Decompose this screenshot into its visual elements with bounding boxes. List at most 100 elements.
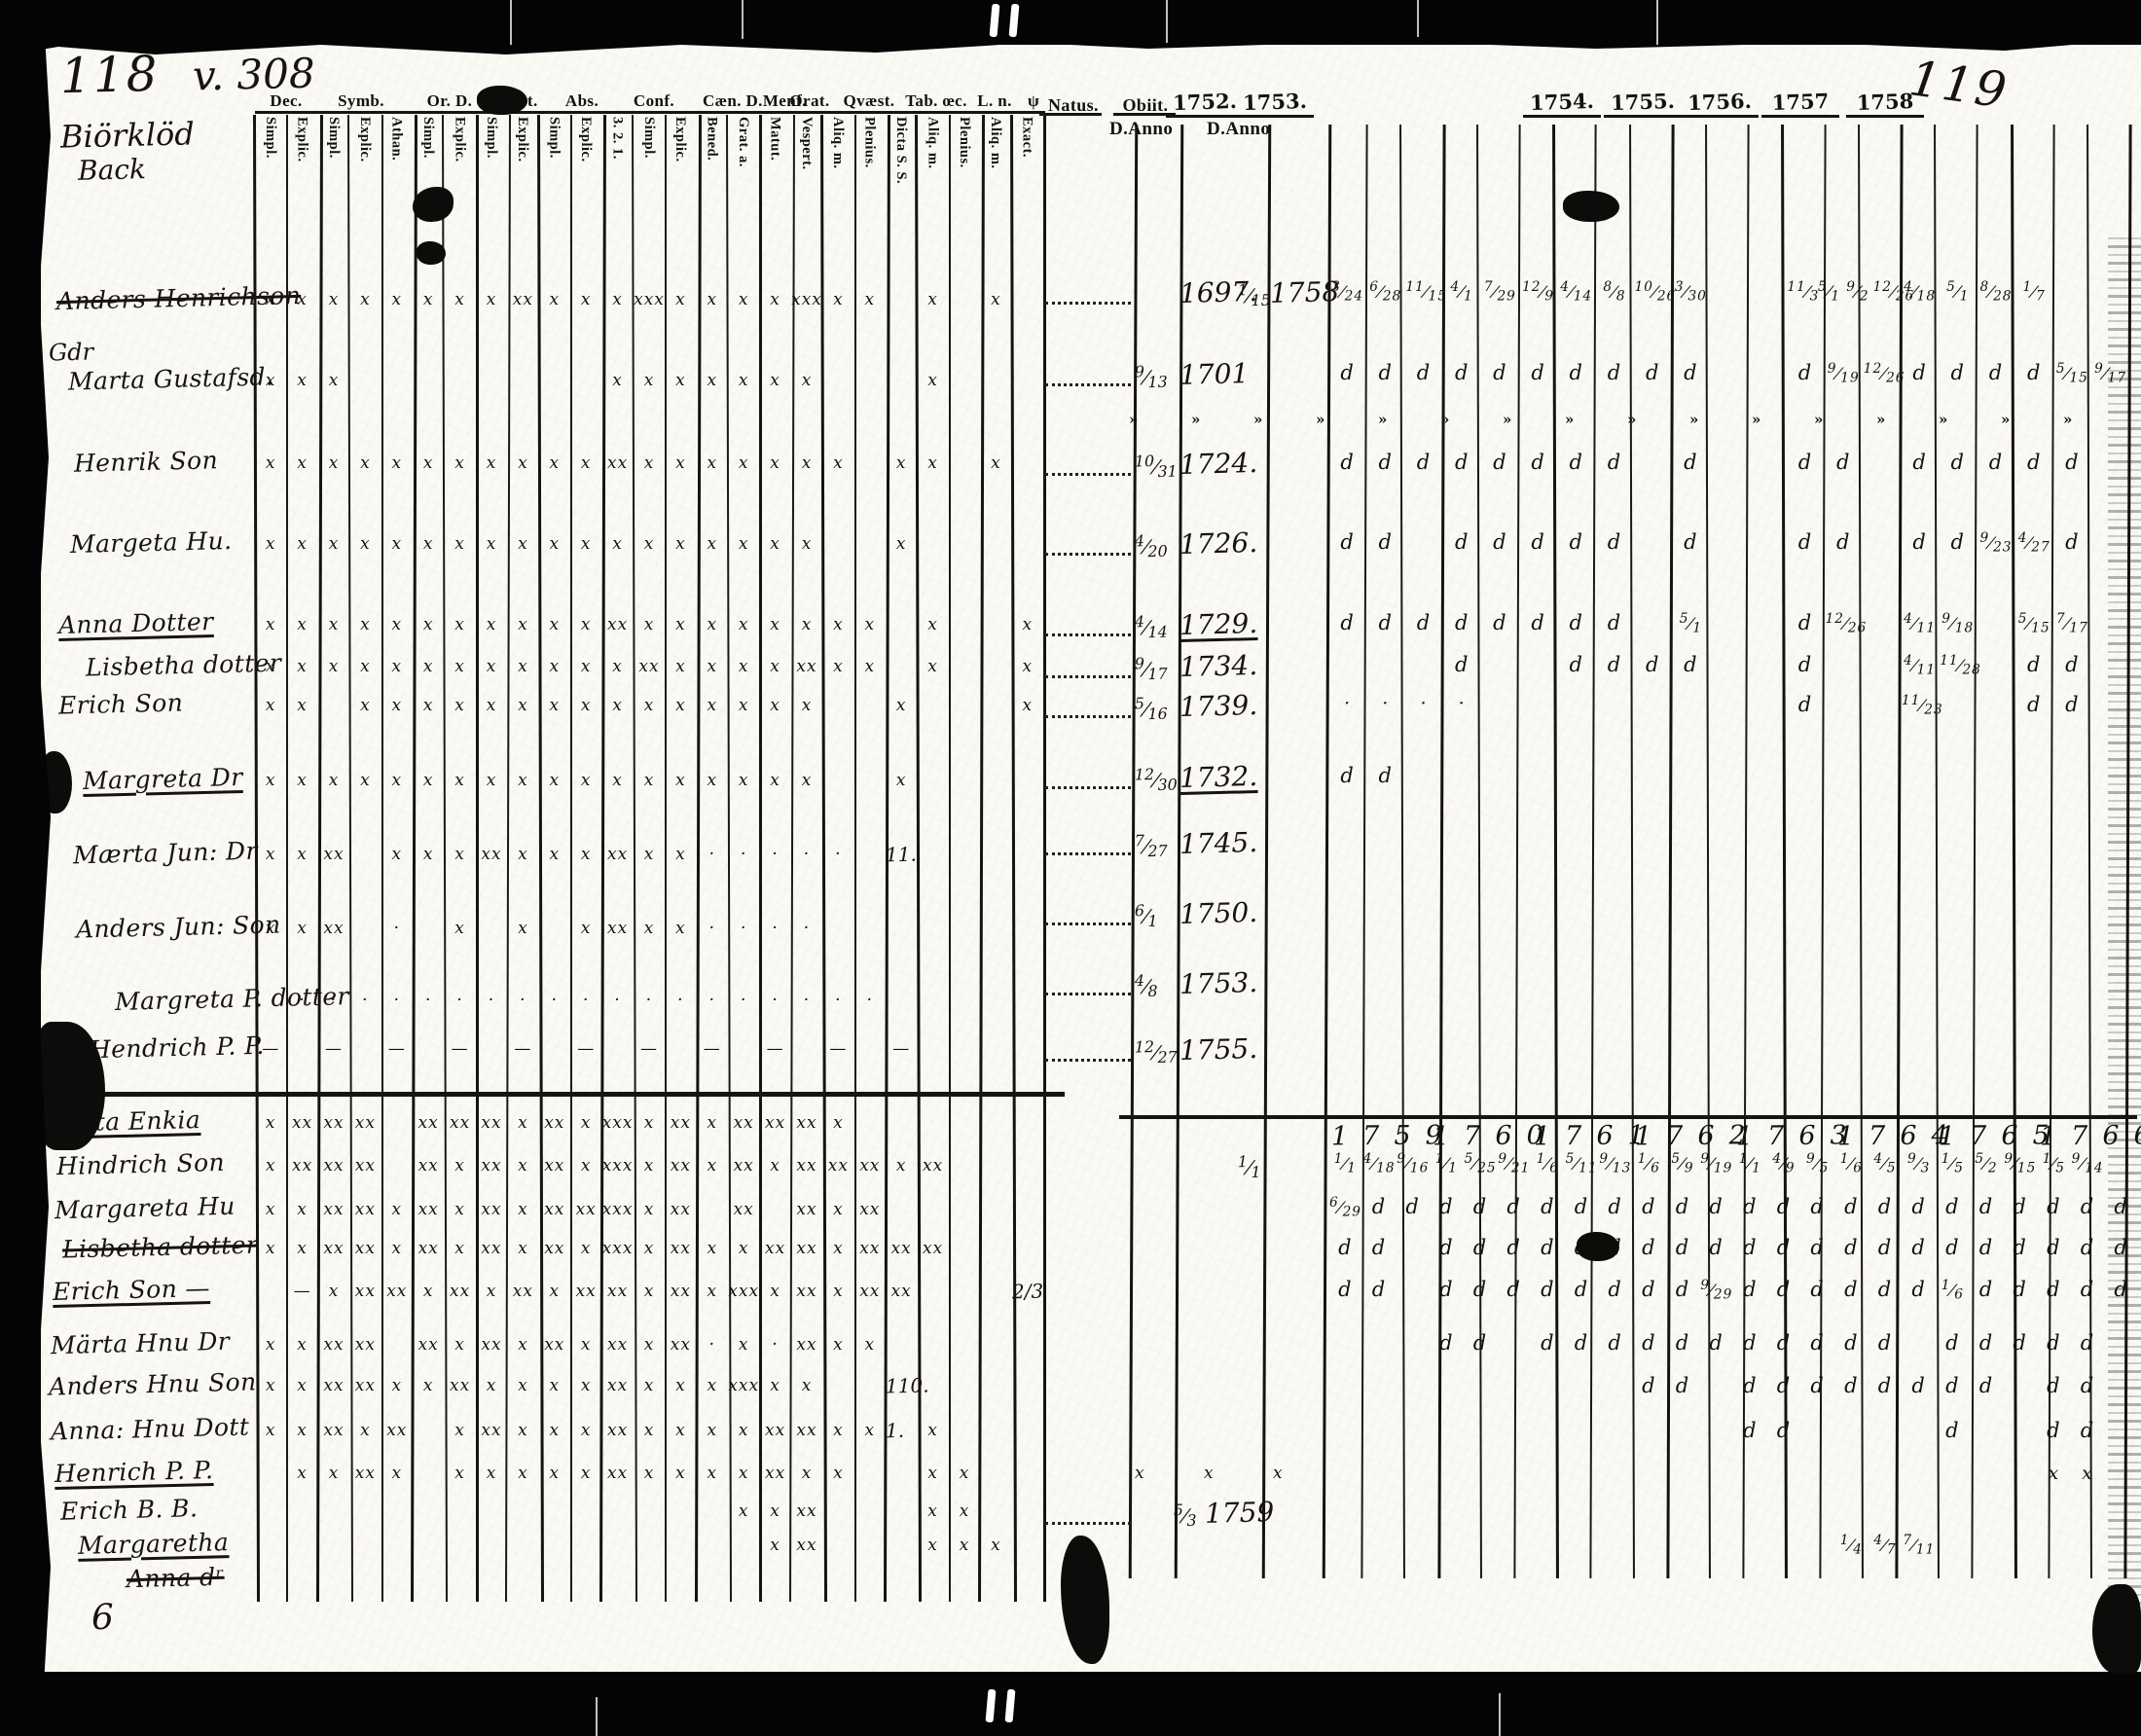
column-label: Vespert. bbox=[798, 117, 815, 170]
mark-cell: x bbox=[454, 290, 465, 309]
mark-cell: x bbox=[486, 615, 497, 634]
natus-marks: x x x bbox=[1135, 1464, 1310, 1483]
mark-cell: xx bbox=[890, 1282, 912, 1301]
anno-label: D.Anno bbox=[1109, 119, 1174, 139]
mark-cell: x bbox=[927, 290, 938, 309]
mark-cell: xx bbox=[606, 1335, 629, 1355]
communion-date-cell: d bbox=[1493, 451, 1507, 474]
row-name: Margareta Hu bbox=[54, 1191, 236, 1225]
mark-cell: x bbox=[580, 1335, 592, 1355]
mark-cell: x bbox=[643, 1421, 655, 1440]
column-group-header: Qvæst. bbox=[843, 91, 895, 110]
mark-cell: · bbox=[803, 919, 811, 938]
mark-cell: xxx bbox=[728, 1376, 760, 1395]
communion-date-cell: d bbox=[1912, 451, 1927, 474]
header-rule bbox=[1166, 115, 1244, 118]
communion-date-cell: d bbox=[2047, 1278, 2061, 1301]
communion-date-cell: d bbox=[2013, 1195, 2027, 1218]
mark-cell: x bbox=[643, 696, 655, 715]
mark-cell: xx bbox=[859, 1156, 881, 1175]
mark-cell: xx bbox=[449, 1282, 471, 1301]
mark-cell: x bbox=[833, 1113, 844, 1133]
ink-blot bbox=[1563, 191, 1619, 222]
scan-border-bottom bbox=[0, 1683, 2141, 1736]
natus-year: 1729. bbox=[1179, 607, 1258, 641]
mark-cell: xx bbox=[544, 1335, 565, 1355]
communion-date-cell: d bbox=[1439, 1236, 1454, 1259]
mark-cell: xx bbox=[796, 1113, 817, 1133]
communion-date-cell: d bbox=[1978, 1236, 1994, 1259]
scan-scratch bbox=[742, 0, 744, 39]
communion-date-cell: 9⁄2 bbox=[1846, 279, 1869, 305]
mark-cell: x bbox=[265, 615, 276, 634]
mark-cell: x bbox=[580, 696, 592, 715]
mark-cell: x bbox=[707, 696, 718, 715]
communion-date-cell: d bbox=[1776, 1236, 1792, 1259]
communion-date-cell: d bbox=[2013, 1278, 2027, 1301]
mark-cell: x bbox=[328, 771, 340, 790]
mark-cell: x bbox=[770, 290, 780, 309]
mark-cell: xx bbox=[670, 1239, 691, 1258]
communion-date-cell: d bbox=[1371, 1195, 1387, 1218]
mark-cell: xx bbox=[481, 1335, 502, 1355]
communion-date-cell: d bbox=[1340, 611, 1355, 634]
grid-line-vertical bbox=[286, 115, 289, 1602]
mark-cell: x bbox=[770, 1501, 780, 1521]
mark-cell: x bbox=[707, 1464, 718, 1483]
communion-date-cell: d bbox=[2105, 1236, 2137, 1259]
obiit-date-fraction: 1⁄1 bbox=[1237, 1152, 1261, 1182]
communion-date-cell: d bbox=[2065, 693, 2080, 716]
communion-date-cell: d bbox=[1877, 1374, 1893, 1397]
mark-cell: x bbox=[297, 453, 308, 473]
communion-date-cell: d bbox=[1378, 361, 1393, 384]
mark-cell: · bbox=[740, 845, 747, 864]
scan-scratch bbox=[1417, 0, 1419, 37]
mark-cell: x bbox=[297, 1239, 308, 1258]
mark-cell: x bbox=[518, 1376, 528, 1395]
grid-line-vertical bbox=[475, 115, 479, 1602]
leader-dots bbox=[1045, 852, 1131, 855]
communion-date-cell: d bbox=[1569, 653, 1583, 676]
communion-date-cell: 11⁄15 bbox=[1405, 279, 1448, 305]
tick-mark: » bbox=[1191, 411, 1201, 428]
mark-cell: x bbox=[580, 1239, 592, 1258]
mark-cell: x bbox=[643, 453, 655, 473]
communion-date-cell: d bbox=[1776, 1419, 1792, 1442]
natus-header: Natus. bbox=[1048, 95, 1099, 115]
mark-cell: x bbox=[518, 771, 528, 790]
mark-cell: xx bbox=[354, 1464, 376, 1483]
mark-cell: — bbox=[262, 1039, 280, 1059]
natus-date-fraction: 6⁄1 bbox=[1134, 901, 1158, 931]
mark-cell: x bbox=[265, 453, 276, 473]
communion-date-cell: 1⁄6 bbox=[1941, 1278, 1964, 1303]
mark-cell: xx bbox=[638, 657, 660, 676]
mark-cell: x bbox=[738, 771, 749, 790]
natus-year: 1734. bbox=[1179, 649, 1258, 683]
mark-cell: xx bbox=[796, 1335, 817, 1355]
mark-cell: — bbox=[829, 1039, 848, 1059]
mark-cell: x bbox=[738, 615, 749, 634]
communion-date-cell: d bbox=[1472, 1331, 1488, 1355]
mark-cell: xx bbox=[386, 1282, 408, 1301]
mark-cell: xx bbox=[544, 1156, 565, 1175]
communion-date-cell: d bbox=[1541, 1195, 1555, 1218]
communion-date-cell: d bbox=[1371, 1278, 1387, 1301]
communion-date-cell: 8⁄28 bbox=[1979, 279, 2013, 305]
mark-cell: xx bbox=[481, 1156, 502, 1175]
mark-cell: — bbox=[703, 1039, 721, 1059]
mark-cell: x bbox=[675, 371, 686, 390]
communion-date-cell: d bbox=[1493, 530, 1507, 554]
mark-cell: x bbox=[801, 1376, 813, 1395]
column-label: Explic. bbox=[357, 117, 374, 163]
mark-cell: xx bbox=[796, 1239, 817, 1258]
mark-cell: x bbox=[770, 1282, 780, 1301]
tick-mark: » bbox=[1378, 411, 1388, 428]
communion-date-cell: d bbox=[1531, 361, 1545, 384]
mark-cell: x bbox=[580, 1156, 592, 1175]
communion-date-cell: d bbox=[1797, 530, 1813, 554]
grid-line-vertical bbox=[665, 115, 668, 1602]
communion-date-cell: d bbox=[1877, 1236, 1893, 1259]
communion-date-cell: d bbox=[1607, 530, 1622, 554]
row-name: Märta Hnu Dr bbox=[50, 1326, 231, 1360]
mark-cell: xx bbox=[796, 657, 817, 676]
